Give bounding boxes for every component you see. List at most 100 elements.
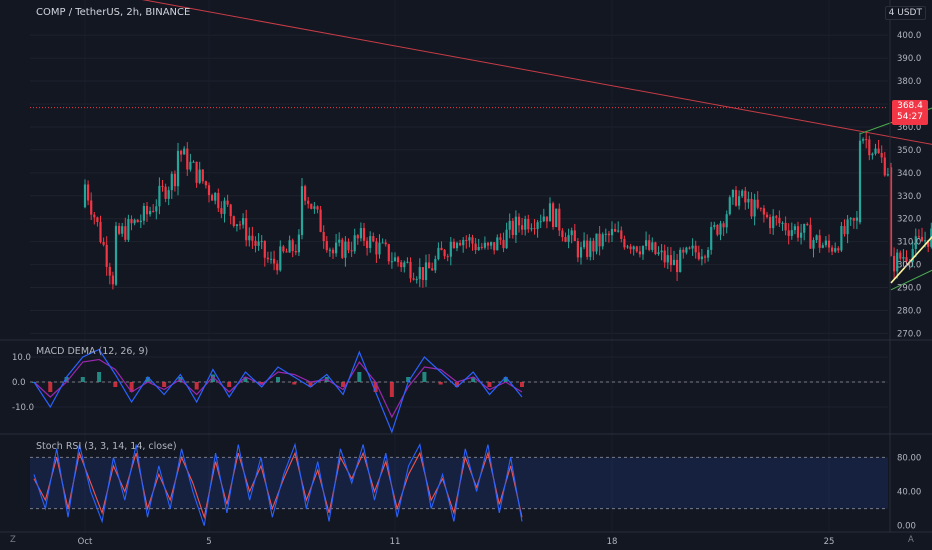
candle-body	[688, 247, 691, 249]
candle-body	[158, 185, 161, 207]
price-tick-label: 280.0	[897, 306, 921, 316]
candle-body	[282, 246, 285, 252]
macd-histogram-bar	[276, 377, 280, 382]
macd-pane	[30, 348, 888, 434]
candle-body	[229, 204, 232, 217]
candle-body	[136, 219, 139, 223]
macd-histogram-bar	[292, 382, 297, 385]
candle-body	[322, 231, 325, 242]
price-tick-label: 310.0	[897, 238, 921, 248]
candle-body	[880, 153, 883, 158]
candle-body	[304, 186, 307, 201]
candle-body	[300, 186, 304, 235]
candle-body	[124, 226, 127, 240]
macd-legend[interactable]: MACD DEMA (12, 26, 9)	[36, 346, 149, 357]
stoch-legend[interactable]: Stoch RSI (3, 3, 14, 14, close)	[36, 441, 177, 452]
candle-body	[328, 249, 331, 251]
candle-body	[874, 148, 877, 154]
candle-body	[645, 240, 648, 246]
candle-body	[254, 240, 257, 246]
macd-histogram-bar	[145, 377, 150, 382]
candle-body	[245, 218, 248, 241]
candle-body	[837, 248, 840, 251]
timezone-icon[interactable]: Z	[10, 535, 16, 545]
candle-body	[772, 216, 775, 229]
macd-histogram-bar	[454, 382, 459, 387]
descending-trendline	[141, 0, 932, 145]
candle-body	[703, 256, 707, 258]
candle-body	[480, 246, 483, 248]
candle-body	[127, 219, 130, 240]
candle-body	[843, 226, 846, 235]
macd-line	[33, 348, 523, 434]
candle-body	[155, 206, 158, 212]
candle-body	[521, 225, 524, 230]
impulse-line	[890, 235, 932, 284]
candle-body	[790, 230, 793, 236]
trend-drawings[interactable]	[0, 0, 932, 336]
candle-body	[87, 184, 90, 201]
candle-body	[440, 247, 443, 251]
candle-body	[824, 240, 827, 246]
macd-histogram-bar	[503, 377, 508, 382]
candle-body	[697, 252, 700, 260]
candle-body	[635, 246, 638, 252]
candle-body	[90, 200, 93, 215]
candle-body	[905, 257, 908, 262]
candle-body	[511, 220, 514, 236]
candle-body	[902, 257, 905, 259]
candle-body	[369, 236, 372, 248]
candle-body	[307, 200, 310, 204]
candle-body	[629, 246, 632, 250]
candle-body	[372, 236, 375, 242]
candle-body	[865, 139, 868, 141]
candle-body	[226, 200, 229, 205]
candle-body	[657, 252, 660, 254]
candle-body	[266, 257, 269, 260]
candle-body	[617, 230, 620, 232]
candle-body	[713, 225, 716, 227]
candle-body	[877, 148, 880, 154]
auto-scale-button[interactable]: A	[908, 535, 914, 545]
candle-body	[260, 240, 263, 242]
time-tick-label: 18	[607, 537, 618, 547]
candle-body	[508, 220, 511, 230]
candle-body	[744, 190, 747, 203]
candle-body	[710, 226, 713, 250]
candle-body	[784, 222, 787, 231]
candle-body	[796, 226, 800, 238]
macd-histogram-bar	[64, 377, 69, 382]
candle-body	[496, 237, 499, 251]
macd-histogram-bar	[520, 382, 524, 387]
candle-body	[558, 208, 561, 231]
candle-body	[400, 262, 403, 268]
candle-body	[759, 207, 762, 209]
candle-body	[666, 255, 669, 263]
candle-body	[294, 251, 297, 253]
candle-body	[415, 279, 418, 281]
candle-body	[638, 251, 641, 255]
price-tick-label: 380.0	[897, 77, 921, 87]
candle-body	[871, 153, 874, 156]
macd-histogram-bar	[259, 382, 264, 385]
candle-body	[359, 228, 362, 239]
candle-body	[173, 173, 176, 187]
candle-body	[251, 235, 254, 241]
symbol-title[interactable]: COMP / TetherUS, 2h, BINANCE	[36, 7, 191, 18]
candle-body	[257, 241, 260, 246]
candle-body	[691, 245, 694, 249]
candle-body	[555, 208, 558, 228]
candle-body	[149, 210, 152, 215]
candle-body	[586, 240, 589, 257]
candle-body	[601, 234, 604, 247]
currency-button[interactable]: 4 USDT	[884, 6, 926, 20]
candle-body	[341, 239, 344, 258]
price-tick-label: 340.0	[897, 169, 921, 179]
candle-body	[707, 249, 710, 258]
candle-body	[589, 240, 592, 257]
candle-body	[114, 225, 118, 284]
candle-body	[350, 250, 353, 252]
candle-body	[883, 157, 886, 176]
candle-body	[886, 174, 889, 176]
